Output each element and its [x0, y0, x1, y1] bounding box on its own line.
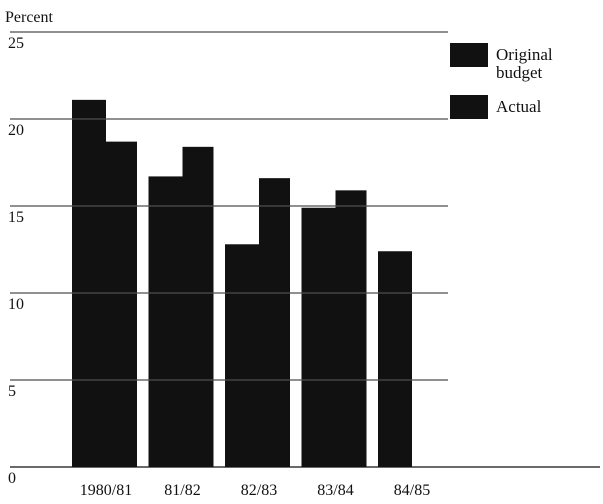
legend-label: Original budget	[496, 45, 553, 82]
bar	[259, 178, 290, 467]
bar	[225, 244, 259, 467]
legend-swatch	[450, 43, 488, 67]
bar	[301, 207, 336, 468]
bar	[106, 141, 137, 467]
x-tick-label: 81/82	[164, 482, 200, 499]
bar	[148, 176, 183, 468]
y-tick-label: 5	[8, 383, 16, 400]
y-tick-label: 15	[8, 209, 24, 226]
bar	[378, 251, 412, 467]
legend-label: Actual	[496, 97, 542, 116]
y-axis-label: Percent	[5, 9, 54, 26]
x-tick-label: 83/84	[317, 482, 353, 499]
y-tick-label: 0	[8, 470, 16, 487]
y-tick-label: 25	[8, 35, 24, 52]
x-tick-label: 1980/81	[80, 482, 132, 499]
x-tick-label: 82/83	[241, 482, 277, 499]
bar	[182, 146, 214, 467]
y-tick-label: 20	[8, 122, 24, 139]
x-tick-label: 84/85	[394, 482, 430, 499]
bar	[335, 190, 367, 467]
legend-swatch	[450, 95, 488, 119]
y-tick-label: 10	[8, 296, 24, 313]
bar	[72, 99, 106, 468]
